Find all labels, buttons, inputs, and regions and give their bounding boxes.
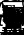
Text: Figure 7.4: Figure 7.4 <box>2 27 24 35</box>
Text: increasing function of temperature, and thus it can be thought of as a rescaled : increasing function of temperature, and … <box>2 5 24 19</box>
Text: has been partially calculated (Watts et al. 1971; Barboy 1974; Grant and Russel : has been partially calculated (Watts et … <box>2 9 24 23</box>
Text: Two Phases: Two Phases <box>7 14 24 29</box>
Text: Percolation Line: Percolation Line <box>9 11 24 26</box>
Text: is predicted to \textit{phase separate} into a phase dilute in particles and one: is predicted to \textit{phase separate} … <box>2 10 24 24</box>
Text: Figure 7.4: Figure 7.4 <box>2 27 24 35</box>
Text: permission from the American Physical Society.): permission from the American Physical So… <box>2 29 24 35</box>
Text: low and modest volume fractions of particles. However, at high particle volume f: low and modest volume fractions of parti… <box>2 6 24 20</box>
Text: (see Fig. 7-4). The particle concentration at the critical point of this phase t: (see Fig. 7-4). The particle concentrati… <box>2 10 24 24</box>
Text: The predictions of the adhesive hard-sphere model are in reasonable agreement wi: The predictions of the adhesive hard-sph… <box>2 5 24 19</box>
Text: the theoretical one (Woutersen et al. 1993).: the theoretical one (Woutersen et al. 19… <box>2 7 24 21</box>
Text: (7-20): (7-20) <box>21 0 24 9</box>
Text: Figure 7.4: Figure 7.4 <box>2 27 24 35</box>
Text: $\tau_B$: $\tau_B$ <box>0 13 14 31</box>
Text: According to this model, there is a critical point $\tau_{B,c} = 0.0976$ below w: According to this model, there is a crit… <box>2 9 24 28</box>
Text: 334: 334 <box>2 0 24 4</box>
Text: Particulate Gels: Particulate Gels <box>3 0 24 4</box>
Text: Phase diagram for adhesive hard spheres as a function of Baxter temperature τB. : Phase diagram for adhesive hard spheres … <box>2 27 24 35</box>
Text: scattering data for the weakly flocculated silica particles with grafted octadec: scattering data for the weakly flocculat… <box>2 5 24 19</box>
Text: Spinodal Line: Spinodal Line <box>13 13 24 28</box>
Text: on $\tau_B$ and not on $\Delta$ and $\varepsilon$ separately. This limit is Baxt: on $\tau_B$ and not on $\Delta$ and $\va… <box>2 4 24 23</box>
Text: $\phi_c = 0.1213$. This phase transition is analogous to the gas–liquid transiti: $\phi_c = 0.1213$. This phase transition… <box>2 10 24 29</box>
Text: and the dashed line is the percolation transition. (Adapted from Grant and Russe: and the dashed line is the percolation t… <box>2 29 24 35</box>
Text: neutron scattering shows substantial deviations between the measured structure f: neutron scattering shows substantial dev… <box>2 6 24 20</box>
Text: For the adhesive hard-sphere model, the theoretical phase diagram in the $\tau_B: For the adhesive hard-sphere model, the … <box>2 8 24 27</box>
Text: metastable), the dot-dashed line is the “freezing” line for appearance of an ord: metastable), the dot-dashed line is the … <box>2 28 24 35</box>
Text: In the limit $\Delta/a \rightarrow 0$ at fixed $\tau_B$, the structure and rheol: In the limit $\Delta/a \rightarrow 0$ at… <box>2 3 24 22</box>
Text: hard-sphere,'' model (Baxter 1968). The parameter $\tau_B$ of the model is a mon: hard-sphere,'' model (Baxter 1968). The … <box>2 4 24 23</box>
Text: $\tau_B = \dfrac{2a + \Delta}{12\Delta}\,\exp\!\left(\dfrac{-\varepsilon}{k_B T}: $\tau_B = \dfrac{2a + \Delta}{12\Delta}\… <box>0 0 24 23</box>
Text: solid line is the spinodal line for liquid–liquid phase separation (the dense li: solid line is the spinodal line for liqu… <box>2 28 24 35</box>
Text: Ordering Line: Ordering Line <box>16 10 24 25</box>
Text: 7.2.5  Gelation and Phase Separation: 7.2.5 Gelation and Phase Separation <box>2 8 24 26</box>
